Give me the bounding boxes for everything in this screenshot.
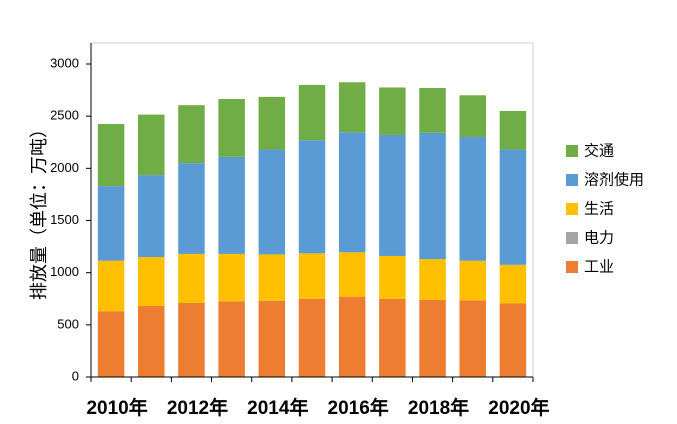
bar-segment-2019-3 (459, 137, 486, 261)
x-tick-label: 2014年 (247, 396, 308, 419)
bar-segment-2015-3 (298, 140, 326, 254)
bar-segment-2019-2 (459, 260, 486, 301)
bar-segment-2020-3 (499, 149, 527, 265)
bar-segment-2010-4 (97, 123, 125, 187)
bar-segment-2018-3 (419, 132, 446, 260)
bar-segment-2012-4 (178, 105, 205, 164)
bar-segment-2012-3 (178, 163, 205, 254)
bar-segment-2017-2 (379, 255, 406, 299)
bar-segment-2010-2 (97, 260, 125, 312)
legend-swatch (566, 232, 578, 244)
legend-label: 溶剂使用 (584, 171, 644, 189)
y-tick-label: 2500 (50, 108, 79, 123)
x-tick-labels: 2010年 2012年 2014年 2016年 2018年 2020年 (86, 396, 549, 419)
bar-segment-2010-3 (97, 186, 125, 261)
y-tick-labels: 0 500 1000 1500 2000 2500 3000 (50, 55, 79, 383)
y-tick-label: 3000 (50, 55, 79, 70)
bar-segment-2019-0 (459, 300, 486, 377)
x-tick-label: 2010年 (86, 396, 147, 419)
x-tick-label: 2012年 (167, 396, 228, 419)
y-tick-label: 1000 (50, 264, 79, 279)
legend-label: 生活 (584, 200, 614, 218)
bar-segment-2012-2 (178, 253, 205, 303)
bar-segment-2014-2 (258, 254, 286, 301)
bar-segment-2017-3 (379, 134, 406, 256)
bar-segment-2016-0 (338, 296, 366, 377)
bar-segment-2016-3 (338, 132, 366, 253)
bar-segment-2018-4 (419, 88, 446, 133)
bar-segment-2020-4 (499, 110, 527, 150)
legend-swatch (566, 261, 578, 273)
bars-layer (97, 82, 527, 377)
bar-segment-2015-0 (298, 298, 326, 377)
bar-segment-2017-4 (379, 87, 406, 135)
y-axis-label: 排放量（单位：万吨） (29, 120, 50, 300)
bar-segment-2017-0 (379, 298, 406, 377)
bar-segment-2020-0 (499, 303, 527, 377)
bar-segment-2010-0 (97, 311, 125, 377)
bar-segment-2020-2 (499, 264, 527, 304)
bar-segment-2018-0 (419, 299, 446, 377)
y-tick-label: 1500 (50, 212, 79, 227)
y-tick-label: 2000 (50, 160, 79, 175)
y-tick-label: 500 (57, 316, 79, 331)
bar-segment-2015-2 (298, 253, 326, 299)
bar-segment-2016-4 (338, 82, 366, 133)
legend-label: 电力 (584, 229, 614, 247)
axes-layer (86, 43, 534, 382)
legend-swatch (566, 145, 578, 157)
y-tick-label: 0 (72, 368, 79, 383)
legend-label: 交通 (584, 142, 614, 160)
legend-label: 工业 (584, 258, 614, 276)
bar-segment-2011-0 (138, 306, 165, 377)
bar-segment-2013-2 (218, 253, 245, 302)
x-tick-label: 2016年 (328, 396, 389, 419)
bar-segment-2012-0 (178, 302, 205, 377)
bar-segment-2015-4 (298, 84, 326, 141)
bar-segment-2014-0 (258, 300, 286, 377)
bar-segment-2013-3 (218, 156, 245, 254)
bar-segment-2014-4 (258, 96, 286, 150)
x-tick-label: 2020年 (488, 396, 549, 419)
bar-segment-2011-4 (138, 114, 165, 176)
bar-segment-2013-4 (218, 98, 245, 157)
bar-segment-2018-2 (419, 259, 446, 300)
legend-swatch (566, 203, 578, 215)
bar-segment-2014-3 (258, 149, 286, 255)
bar-segment-2013-0 (218, 301, 245, 377)
legend-swatch (566, 174, 578, 186)
bar-segment-2011-3 (138, 175, 165, 258)
bar-segment-2016-2 (338, 252, 366, 297)
x-tick-label: 2018年 (408, 396, 469, 419)
bar-segment-2019-4 (459, 95, 486, 138)
bar-segment-2011-2 (138, 257, 165, 307)
